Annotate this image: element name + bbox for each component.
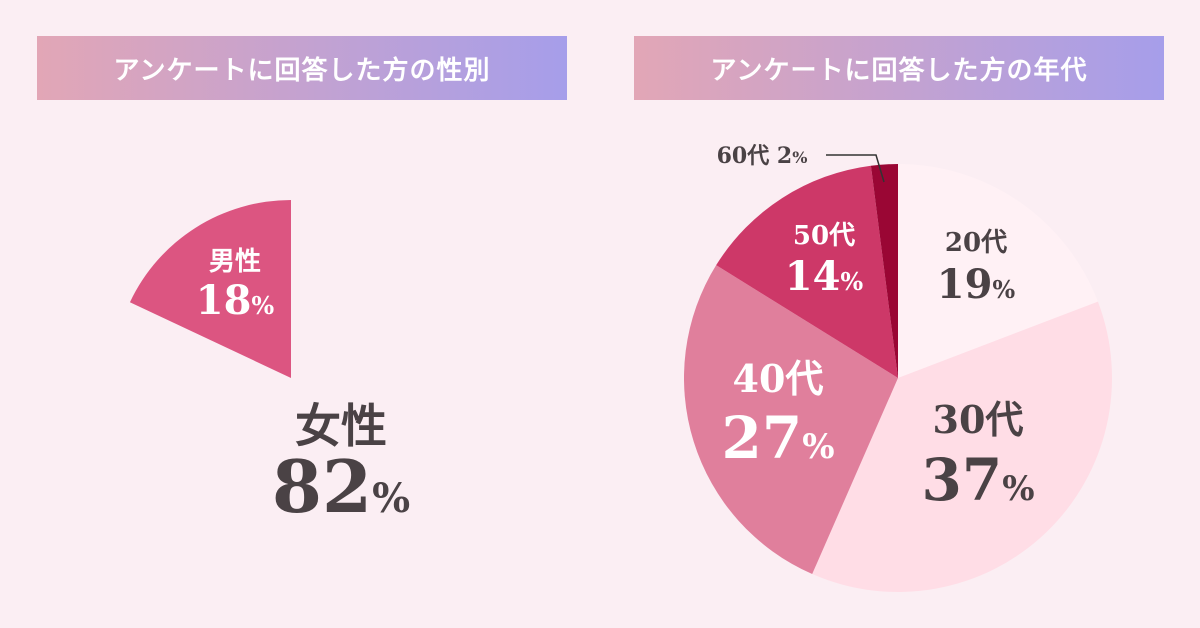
gender-label-1: 男性 [209, 247, 261, 277]
age-slice-0 [898, 164, 1098, 378]
gender-chart-title: アンケートに回答した方の性別 [37, 36, 567, 100]
age-value-0: 19% [937, 261, 1016, 308]
gender-label-0: 女性 [295, 399, 387, 453]
gender-value-1: 18% [196, 277, 275, 324]
age-leader-line [826, 154, 885, 183]
age-label-0: 20代 [945, 228, 1007, 258]
age-slice-2 [683, 265, 898, 575]
age-value-1: 37% [921, 446, 1034, 514]
age-label-2: 40代 [733, 356, 824, 401]
age-label-3: 50代 [793, 221, 855, 251]
age-label-1: 30代 [933, 397, 1024, 442]
age-slice-3 [716, 165, 898, 378]
age-label-4: 60代 2% [717, 143, 808, 169]
age-slice-1 [812, 301, 1112, 592]
age-chart-title: アンケートに回答した方の年代 [634, 36, 1164, 100]
gender-value-0: 82% [272, 444, 410, 529]
age-value-2: 27% [721, 404, 834, 472]
age-slice-4 [870, 164, 898, 378]
gender-slice-1 [129, 200, 291, 378]
age-value-3: 14% [785, 253, 864, 300]
